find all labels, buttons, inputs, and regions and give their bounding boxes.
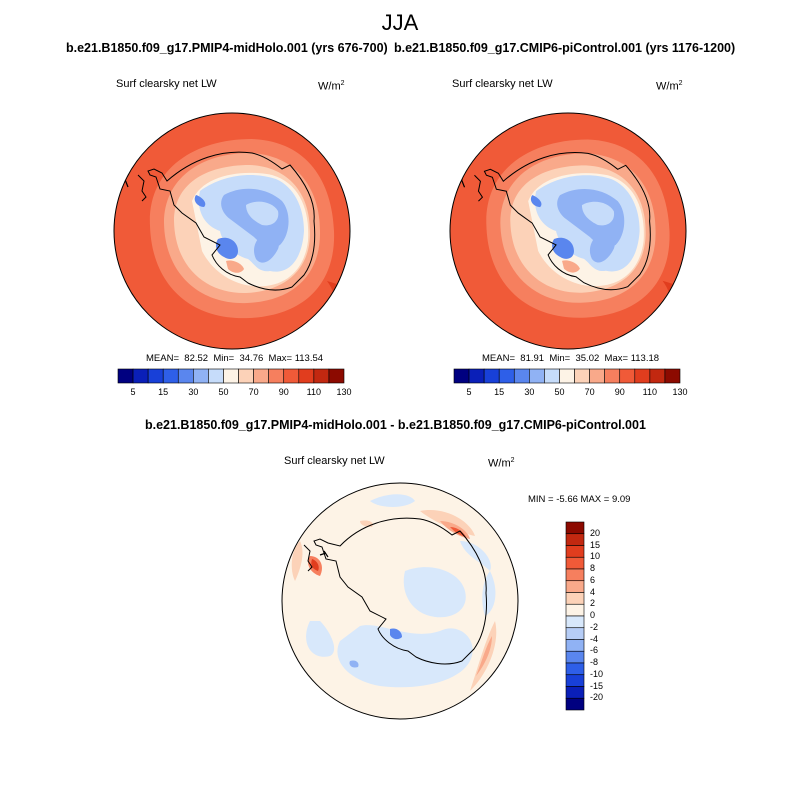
colorbar-2 (453, 368, 681, 384)
colorbar-swatch (238, 368, 254, 384)
colorbar-swatch (283, 368, 300, 384)
colorbar-tick-label: 15 (590, 539, 601, 550)
colorbar-tick-label: 110 (306, 387, 322, 397)
colorbar-tick-label: 30 (188, 387, 199, 397)
colorbar-swatch (268, 368, 285, 384)
season-title: JJA (381, 10, 419, 35)
colorbar-swatch (565, 662, 585, 676)
colorbar-tick-label: 90 (278, 387, 289, 397)
colorbar-swatch (565, 603, 585, 617)
colorbar-tick-label: 6 (590, 574, 596, 585)
colorbar-swatch (565, 521, 585, 535)
colorbar-swatch (117, 368, 134, 384)
colorbar-tick-label: 10 (590, 551, 601, 562)
diff-range-text: MIN = -5.66 MAX = 9.09 (528, 494, 631, 505)
panel-2-polar-map (449, 112, 687, 350)
colorbar-swatch (513, 368, 530, 384)
colorbar-swatch (565, 556, 585, 570)
colorbar-swatch (619, 368, 636, 384)
colorbar-tick-label: -6 (590, 645, 599, 656)
colorbar-tick-label: -20 (590, 692, 604, 703)
colorbar-tick-label: -10 (590, 668, 604, 679)
colorbar-swatch (565, 568, 585, 582)
colorbar-swatch (649, 368, 666, 384)
colorbar-swatch (208, 368, 224, 384)
colorbar-swatch (565, 627, 585, 640)
panel-1-units: W/m2 (318, 80, 345, 93)
colorbar-swatch (574, 368, 590, 384)
colorbar-tick-label: 50 (554, 387, 565, 397)
panel-1-polar-map (113, 112, 351, 350)
colorbar-swatch (328, 368, 345, 384)
colorbar-tick-label: -2 (590, 621, 599, 632)
panel-1-variable-label: Surf clearsky net LW (116, 78, 217, 90)
colorbar-tick-label: 15 (494, 387, 505, 397)
diff-units: W/m2 (488, 457, 515, 470)
colorbar-swatch (498, 368, 515, 384)
colorbar-tick-label: 50 (218, 387, 229, 397)
colorbar-swatch (565, 639, 585, 652)
colorbar-swatch (565, 533, 585, 546)
colorbar-tick-label: 5 (466, 387, 472, 397)
panel-2-case-title: b.e21.B1850.f09_g17.CMIP6-piControl.001 … (394, 41, 736, 55)
panel-1-stats: MEAN= 82.52 Min= 34.76 Max= 113.54 (146, 353, 324, 364)
colorbar-tick-label: 30 (524, 387, 535, 397)
colorbar-tick-label: 2 (590, 598, 596, 609)
colorbar-swatch (177, 368, 194, 384)
colorbar-tick-label: 15 (158, 387, 169, 397)
panel-1-case-title: b.e21.B1850.f09_g17.PMIP4-midHolo.001 (y… (66, 41, 388, 55)
diff-variable-label: Surf clearsky net LW (284, 455, 385, 467)
colorbar-tick-label: 130 (672, 387, 688, 397)
colorbar-diff (565, 521, 585, 711)
colorbar-swatch (565, 674, 585, 687)
colorbar-tick-label: -8 (590, 657, 599, 667)
colorbar-tick-label: -4 (590, 633, 599, 644)
colorbar-tick-label: 110 (642, 387, 658, 397)
colorbar-tick-label: 70 (584, 387, 595, 397)
colorbar-swatch (253, 368, 269, 384)
colorbar-swatch (193, 368, 209, 384)
colorbar-tick-label: 20 (590, 527, 601, 538)
colorbar-swatch (468, 368, 485, 384)
colorbar-swatch (162, 368, 179, 384)
diff-title: b.e21.B1850.f09_g17.PMIP4-midHolo.001 - … (145, 418, 646, 432)
colorbar-swatch (565, 545, 585, 558)
colorbar-swatch (604, 368, 621, 384)
colorbar-tick-label: 70 (248, 387, 259, 397)
colorbar-swatch (132, 368, 149, 384)
colorbar-swatch (223, 368, 239, 384)
colorbar-swatch (589, 368, 605, 384)
colorbar-swatch (664, 368, 681, 384)
colorbar-swatch (483, 368, 500, 384)
colorbar-swatch (565, 650, 585, 664)
colorbar-tick-label: 4 (590, 586, 596, 597)
panel-2-units: W/m2 (656, 80, 683, 93)
colorbar-tick-label: 130 (336, 387, 352, 397)
colorbar-swatch (544, 368, 560, 384)
diff-polar-map (281, 482, 519, 720)
colorbar-1 (117, 368, 345, 384)
colorbar-swatch (634, 368, 651, 384)
colorbar-swatch (298, 368, 315, 384)
colorbar-swatch (565, 580, 585, 593)
colorbar-tick-label: 0 (590, 610, 596, 620)
colorbar-swatch (147, 368, 164, 384)
colorbar-swatch (313, 368, 330, 384)
colorbar-swatch (565, 592, 585, 605)
panel-2-variable-label: Surf clearsky net LW (452, 78, 553, 90)
panel-2-stats: MEAN= 81.91 Min= 35.02 Max= 113.18 (482, 353, 660, 364)
colorbar-swatch (453, 368, 470, 384)
colorbar-swatch (565, 686, 585, 699)
colorbar-tick-label: 5 (130, 387, 136, 397)
colorbar-swatch (565, 697, 585, 711)
colorbar-swatch (559, 368, 575, 384)
colorbar-swatch (529, 368, 545, 384)
colorbar-tick-label: 8 (590, 563, 596, 573)
colorbar-tick-label: 90 (614, 387, 625, 397)
colorbar-swatch (565, 615, 585, 629)
colorbar-tick-label: -15 (590, 680, 604, 691)
